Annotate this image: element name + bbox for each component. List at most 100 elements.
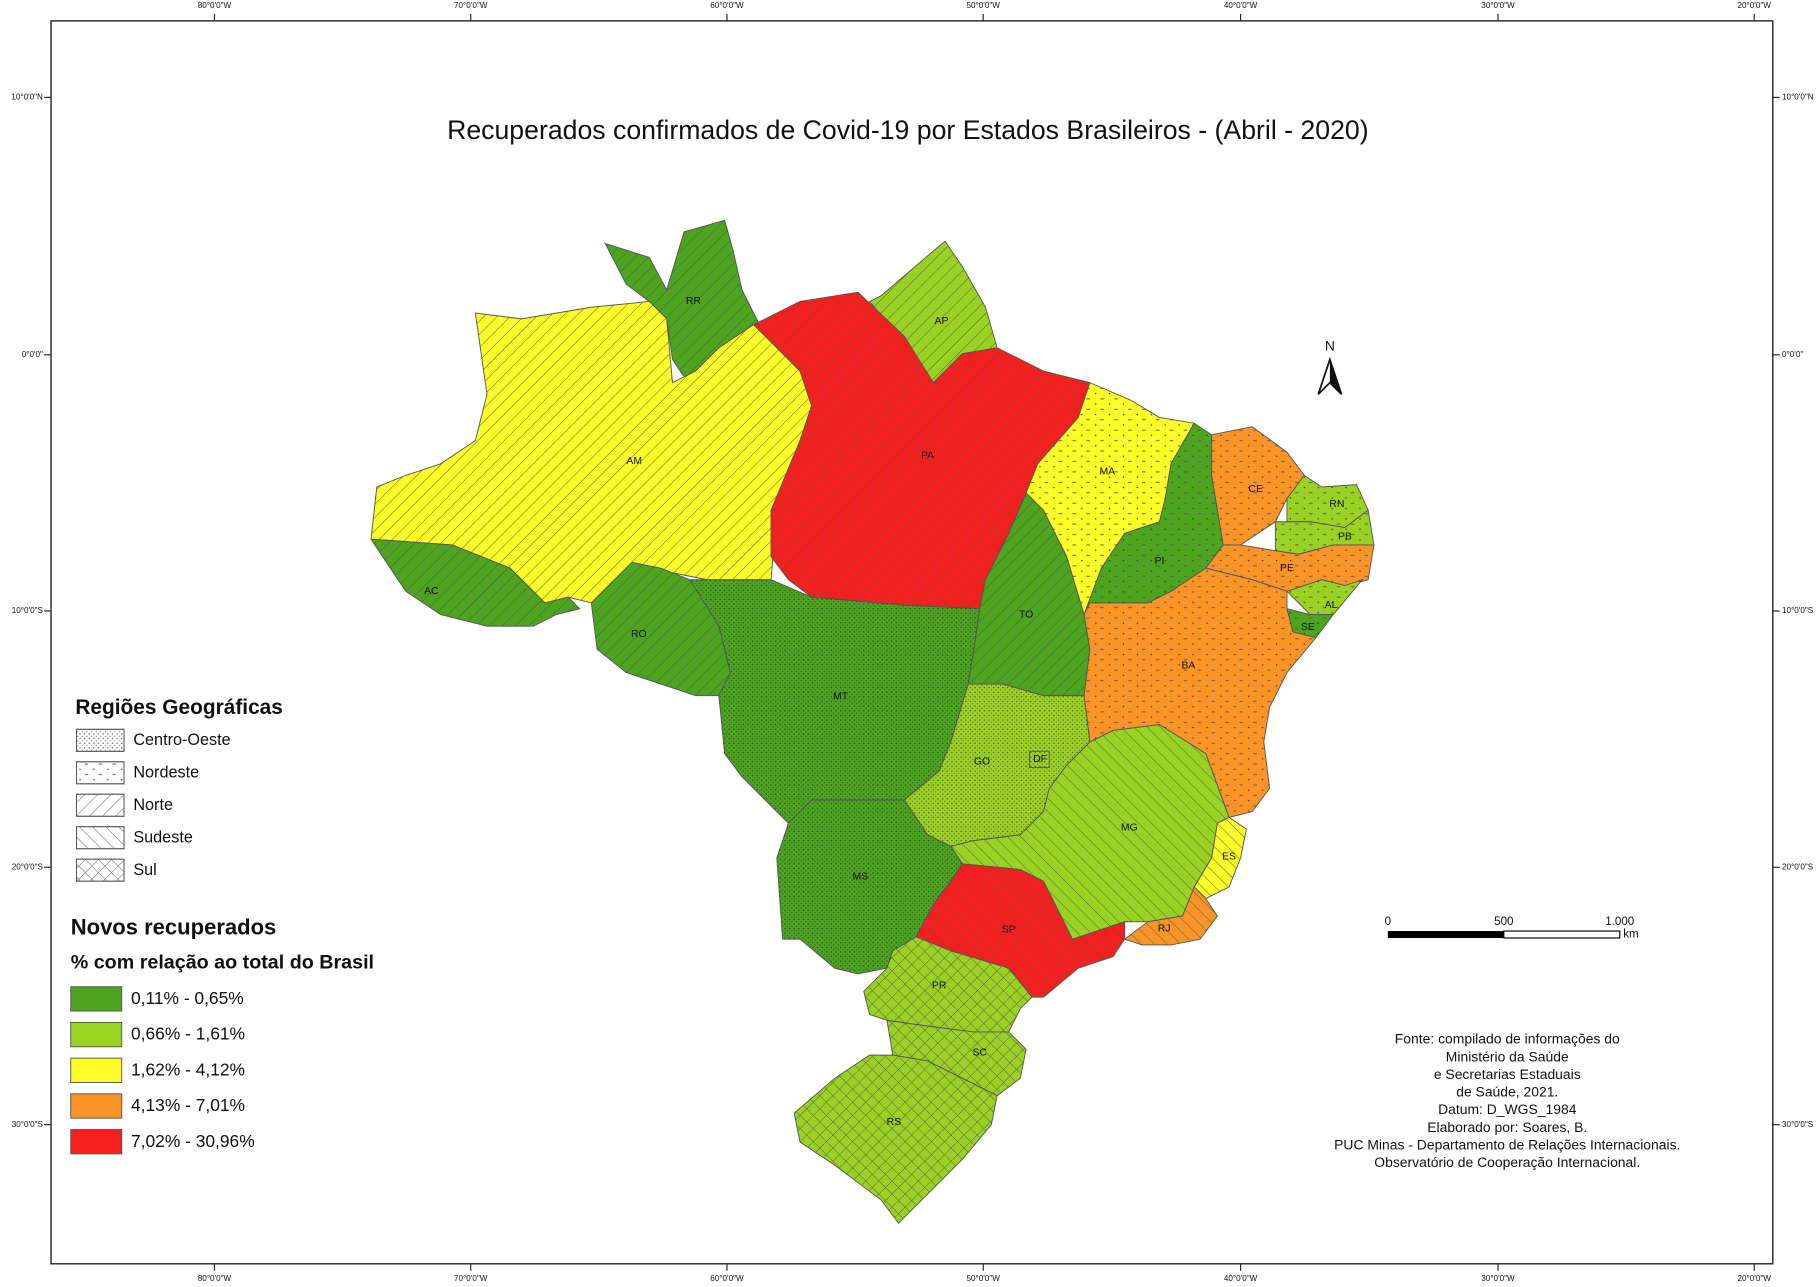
lat-label-left: 10°0'0"S <box>12 606 44 615</box>
lon-label-bottom: 40°0'0"W <box>1224 1274 1258 1283</box>
source-line: e Secretarias Estaduais <box>1434 1066 1581 1082</box>
source-line: Elaborado por: Soares, B. <box>1427 1119 1587 1135</box>
state-pattern <box>591 562 731 696</box>
lat-label-right: 10°0'0"S <box>1782 606 1814 615</box>
scale-bar-black <box>1387 931 1504 938</box>
state-label: BA <box>1181 660 1195 671</box>
lat-label-right: 0°0'0" <box>1782 350 1803 359</box>
scale-bar-white <box>1503 930 1621 939</box>
state-pattern <box>1275 510 1374 555</box>
lat-label-right: 10°0'0"N <box>1782 93 1814 102</box>
lon-label-top: 60°0'0"W <box>710 1 744 10</box>
state-label: DF <box>1033 754 1047 765</box>
state-pattern <box>1194 817 1247 899</box>
legend-pattern <box>76 728 125 752</box>
legend-swatch <box>70 1093 123 1119</box>
lat-label-left: 30°0'0"S <box>12 1120 44 1129</box>
state-label: ES <box>1222 852 1236 863</box>
source-line: Ministério da Saúde <box>1446 1048 1569 1064</box>
lon-label-bottom: 50°0'0"W <box>967 1274 1001 1283</box>
state-pattern <box>753 292 1090 609</box>
lon-label-bottom: 30°0'0"W <box>1481 1274 1515 1283</box>
state-pattern <box>1205 544 1374 592</box>
lon-label-top: 40°0'0"W <box>1224 1 1258 10</box>
legend-label: 0,11% - 0,65% <box>131 988 244 1008</box>
legend-label: 1,62% - 4,12% <box>131 1059 245 1079</box>
legend-label: Sul <box>133 861 156 879</box>
state-pattern <box>1084 568 1316 818</box>
state-pattern <box>371 301 812 603</box>
state-label: AM <box>626 456 642 467</box>
state-pattern <box>863 936 1032 1032</box>
legend-label: Nordeste <box>133 764 199 782</box>
state-label: RO <box>631 629 647 640</box>
lon-label-bottom: 80°0'0"W <box>198 1274 232 1283</box>
scale-label: 0 <box>1385 916 1391 928</box>
scale-label: 500 <box>1494 916 1513 928</box>
lon-label-top: 70°0'0"W <box>454 1 488 10</box>
lat-label-left: 0°0'0" <box>22 350 43 359</box>
state-label: AP <box>935 316 949 327</box>
state-label: RS <box>887 1117 902 1128</box>
state-pattern <box>869 241 998 383</box>
legend-label: Sudeste <box>133 829 193 847</box>
legend-swatch <box>70 986 123 1012</box>
state-label: MA <box>1099 467 1115 478</box>
state-label: TO <box>1019 609 1033 620</box>
state-label: SC <box>972 1048 987 1059</box>
north-label: N <box>1325 337 1335 353</box>
lat-label-right: 20°0'0"S <box>1782 862 1814 871</box>
state-label: SP <box>1002 925 1016 936</box>
state-label: MS <box>852 871 868 882</box>
legend-regions-title: Regiões Geográficas <box>75 696 283 719</box>
state-pattern <box>1084 423 1224 615</box>
source-line: de Saúde, 2021. <box>1456 1084 1558 1100</box>
lat-label-left: 10°0'0"N <box>11 93 43 102</box>
map-title: Recuperados confirmados de Covid-19 por … <box>447 115 1369 145</box>
legend-pattern <box>76 761 125 785</box>
state-label: RN <box>1329 499 1344 510</box>
state-label: RR <box>686 296 702 307</box>
lon-label-top: 80°0'0"W <box>198 1 232 10</box>
legend-label: 0,66% - 1,61% <box>131 1024 245 1044</box>
state-pattern <box>1286 608 1334 638</box>
state-pattern <box>950 724 1230 940</box>
scale-unit: km <box>1623 929 1638 941</box>
legend-swatch <box>70 1057 123 1083</box>
state-pattern <box>371 539 580 627</box>
state-pattern <box>968 492 1090 696</box>
source-line: Observatório de Cooperação Internacional… <box>1374 1154 1640 1170</box>
state-label: PE <box>1280 563 1294 574</box>
state-label: GO <box>974 757 990 768</box>
state-pattern <box>1124 886 1218 945</box>
legend-swatch <box>70 1129 123 1155</box>
source-line: PUC Minas - Departamento de Relações Int… <box>1334 1136 1680 1152</box>
lat-label-left: 20°0'0"S <box>12 862 44 871</box>
state-pattern <box>886 1020 1027 1096</box>
state-label: PB <box>1338 532 1352 543</box>
legend-label: Centro-Oeste <box>133 731 230 749</box>
lon-label-top: 30°0'0"W <box>1481 1 1515 10</box>
state-label: RJ <box>1158 923 1171 934</box>
state-label: AL <box>1325 600 1338 611</box>
lon-label-bottom: 20°0'0"W <box>1738 1274 1772 1283</box>
legend-label: 7,02% - 30,96% <box>131 1131 255 1151</box>
state-label: CE <box>1248 484 1263 495</box>
legend-pattern <box>76 793 125 817</box>
legend-classes-subtitle: % com relação ao total do Brasil <box>71 952 374 974</box>
state-label: PA <box>921 450 934 461</box>
legend-label: 4,13% - 7,01% <box>131 1095 245 1115</box>
lon-label-top: 50°0'0"W <box>967 1 1001 10</box>
legend-pattern <box>76 826 125 850</box>
source-line: Datum: D_WGS_1984 <box>1438 1101 1577 1117</box>
lon-label-bottom: 70°0'0"W <box>454 1274 488 1283</box>
state-pattern <box>794 1055 998 1224</box>
state-label: SE <box>1301 622 1315 633</box>
state-pattern <box>605 220 760 377</box>
scale-label: 1.000 <box>1605 916 1634 928</box>
lat-label-right: 30°0'0"S <box>1782 1120 1814 1129</box>
source-line: Fonte: compilado de informações do <box>1395 1031 1620 1047</box>
state-pattern <box>1211 426 1305 545</box>
state-pattern <box>1286 475 1369 528</box>
